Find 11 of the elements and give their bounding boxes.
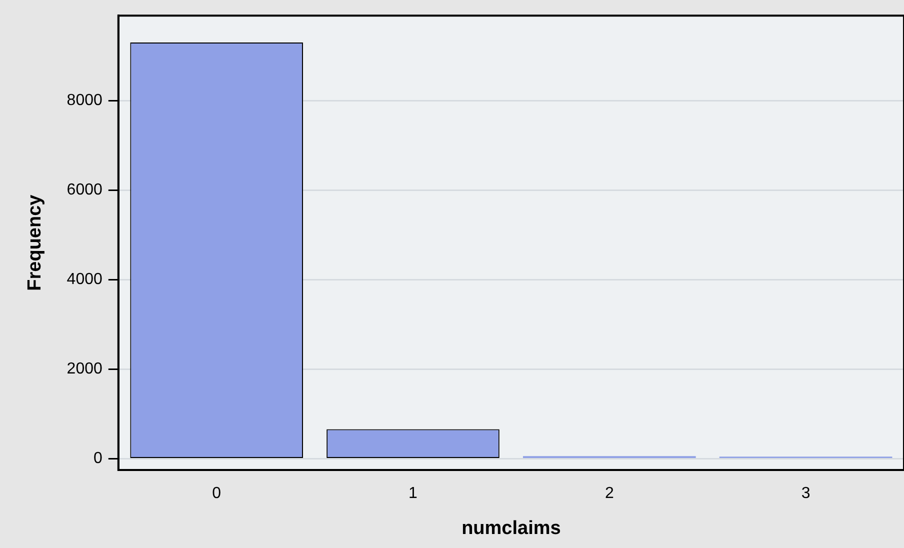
x-tick-label: 2 xyxy=(604,485,614,502)
x-tick-label: 1 xyxy=(408,485,418,502)
y-tick-label: 6000 xyxy=(66,182,102,199)
y-tick-label: 8000 xyxy=(66,92,102,110)
y-tick-label: 2000 xyxy=(66,360,102,378)
y-tick-label: 0 xyxy=(93,450,102,468)
x-axis-title: numclaims xyxy=(462,518,561,539)
y-tick-label: 4000 xyxy=(66,271,102,288)
x-tick-label: 3 xyxy=(801,485,810,502)
x-tick-label: 0 xyxy=(212,485,222,502)
y-axis-title: Frequency xyxy=(24,194,46,291)
